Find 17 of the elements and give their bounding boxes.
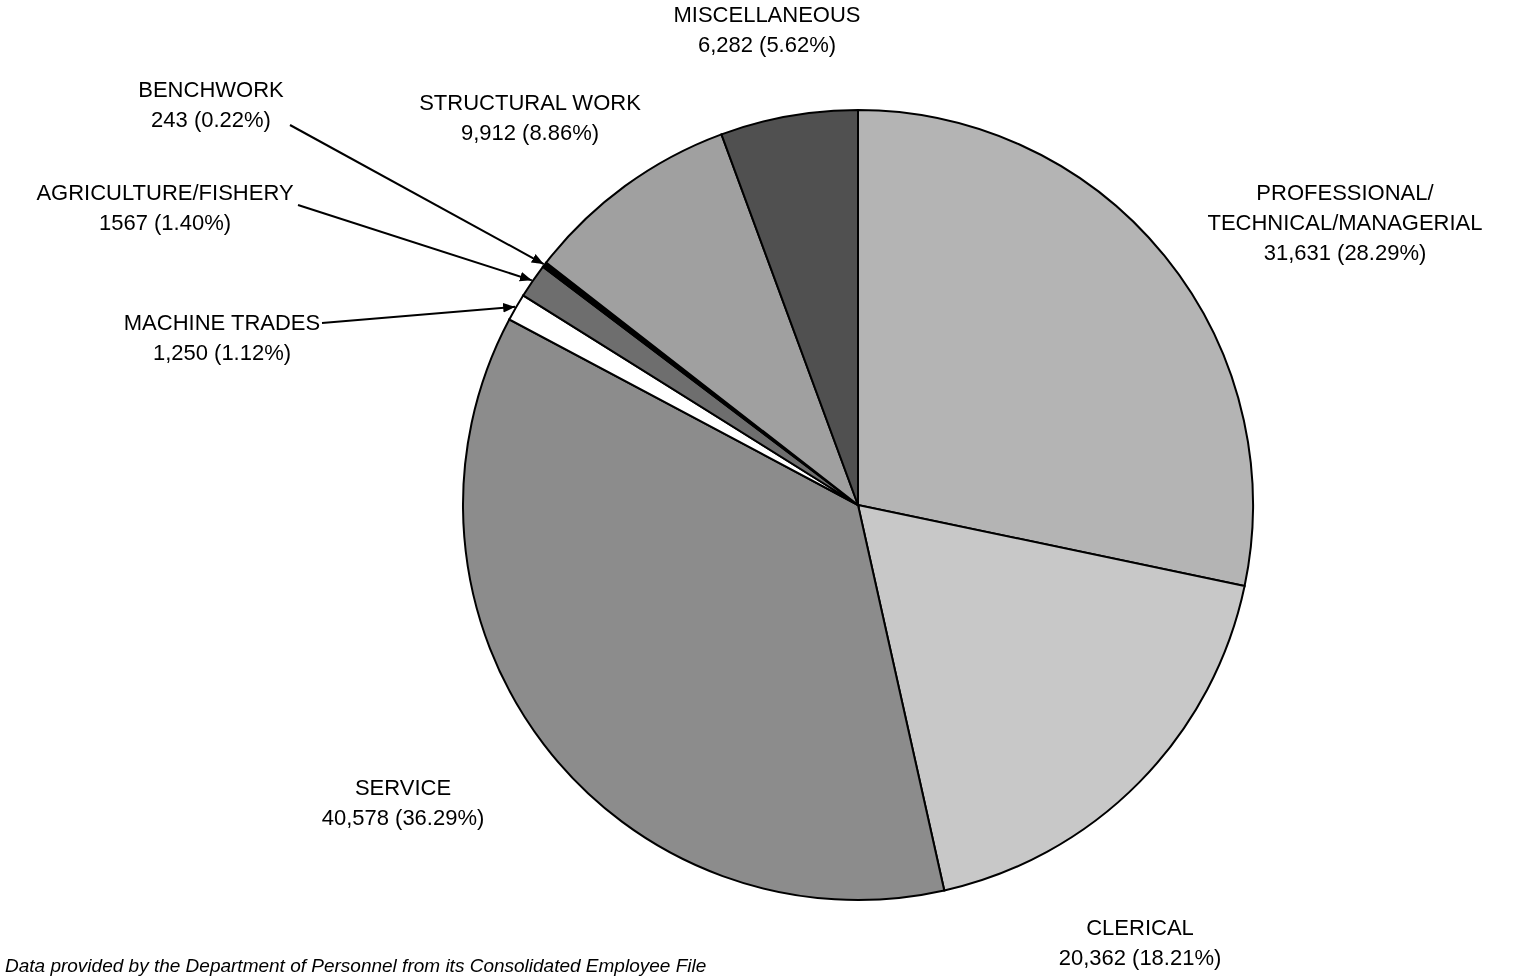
data-label: 243 (0.22%) xyxy=(151,107,271,132)
data-label: 1,250 (1.12%) xyxy=(152,340,292,365)
data-label: 40,578 (36.29%) xyxy=(321,805,485,830)
slice-label: STRUCTURAL WORK xyxy=(419,90,642,115)
data-label: 31,631 (28.29%) xyxy=(1263,240,1427,265)
data-label: 6,282 (5.62%) xyxy=(697,32,837,57)
slice-label: AGRICULTURE/FISHERY xyxy=(36,180,294,205)
slice-label: BENCHWORK xyxy=(138,77,285,102)
slice-label: MISCELLANEOUS xyxy=(673,2,861,27)
data-label: 1567 (1.40%) xyxy=(98,210,232,235)
slice-label: PROFESSIONAL/TECHNICAL/MANAGERIAL xyxy=(1207,180,1483,235)
slice-label: CLERICAL xyxy=(1086,915,1194,940)
text: Data provided by the Department of Personnel from its Consolidated Employee File xyxy=(5,955,707,976)
data-label: 20,362 (18.21%) xyxy=(1058,945,1222,970)
data-label: 9,912 (8.86%) xyxy=(460,120,600,145)
slice-label: SERVICE xyxy=(354,775,452,800)
slice-label: MACHINE TRADES xyxy=(123,310,321,335)
